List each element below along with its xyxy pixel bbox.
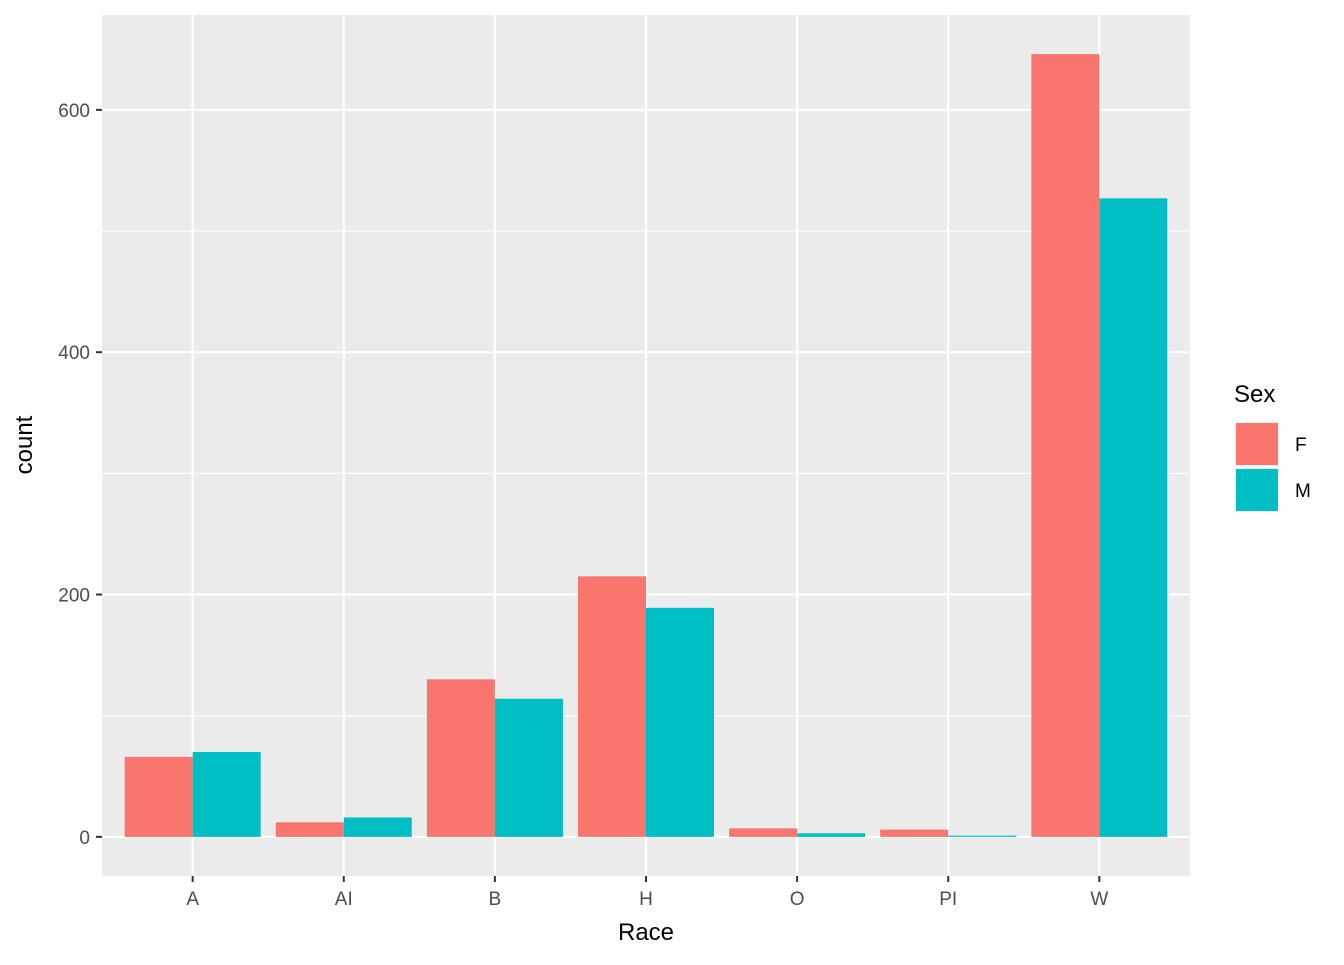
x-tick-label: A (186, 889, 199, 910)
bar-B-M (494, 698, 563, 837)
x-tick-label: O (790, 889, 805, 910)
bars (124, 54, 1168, 837)
bar-PI-F (880, 829, 949, 837)
x-tick-label: AI (335, 889, 353, 910)
legend-label-F: F (1295, 435, 1307, 456)
bar-A-M (192, 752, 261, 837)
bar-AI-F (275, 822, 344, 837)
axes: 0 200 400 600 A AI B H O PI W (58, 101, 1108, 910)
legend-key-F (1236, 423, 1278, 465)
bar-O-F (729, 828, 798, 837)
bar-AI-M (343, 817, 412, 837)
y-tick-label: 0 (79, 828, 90, 849)
y-tick-label: 400 (58, 343, 90, 364)
legend-label-M: M (1295, 481, 1311, 502)
y-axis-title: count (11, 415, 38, 474)
bar-B-F (426, 679, 495, 837)
bar-W-F (1031, 54, 1100, 837)
y-tick-label: 600 (58, 101, 90, 122)
x-tick-label: B (489, 889, 502, 910)
bar-O-M (797, 833, 866, 837)
legend: Sex F M (1234, 381, 1311, 512)
x-tick-label: W (1090, 889, 1108, 910)
bar-PI-M (948, 835, 1017, 837)
legend-key-M (1236, 469, 1278, 511)
bar-H-F (578, 576, 646, 837)
legend-title: Sex (1234, 381, 1275, 408)
x-tick-label: H (639, 889, 653, 910)
y-tick-label: 200 (58, 586, 90, 607)
bar-A-F (124, 756, 193, 837)
bar-W-M (1099, 198, 1168, 837)
x-axis-title: Race (618, 919, 674, 946)
bar-H-M (646, 607, 714, 837)
x-tick-label: PI (939, 889, 957, 910)
